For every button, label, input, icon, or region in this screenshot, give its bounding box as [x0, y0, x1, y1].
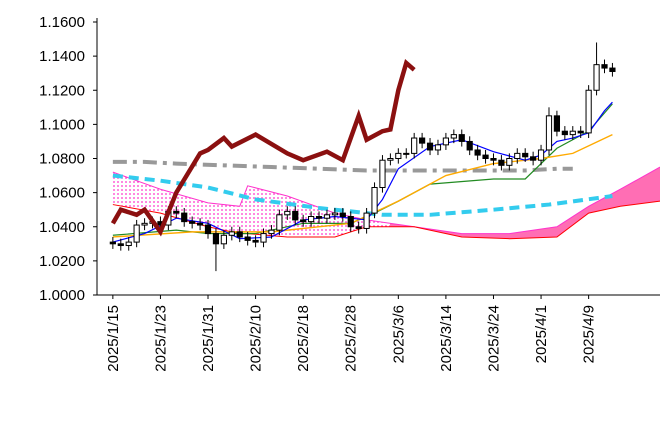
x-tick-label: 2025/1/23: [152, 305, 169, 372]
y-tick-label: 1.1600: [39, 14, 85, 31]
y-tick-label: 1.1000: [39, 116, 85, 133]
x-tick-label: 2025/2/18: [295, 305, 312, 372]
candle-body: [545, 115, 553, 151]
x-tick-label: 2025/4/9: [581, 305, 598, 363]
candle-body: [244, 236, 251, 241]
candle-body: [442, 137, 450, 146]
candle-body: [141, 222, 148, 226]
x-tick-label: 2025/2/10: [248, 305, 265, 372]
candle-body: [530, 156, 537, 161]
x-tick-label: 2025/1/31: [200, 305, 217, 372]
candle-body: [109, 241, 116, 245]
y-tick-label: 1.0200: [39, 253, 85, 270]
x-tick-label: 2025/3/6: [390, 305, 407, 363]
candle-body: [220, 234, 227, 245]
candle-body: [204, 224, 212, 235]
candle-body: [189, 221, 196, 224]
candle-body: [228, 231, 235, 236]
candle-body: [506, 158, 513, 166]
candle-body: [514, 152, 521, 160]
candle-body: [276, 214, 283, 231]
candle-body: [387, 158, 394, 161]
candle-body: [307, 216, 315, 223]
y-tick-label: 1.0000: [39, 287, 85, 304]
cloud-dotted: [112, 172, 390, 237]
y-tick-label: 1.1400: [39, 48, 85, 65]
line-series: [112, 159, 573, 173]
candle-body: [181, 212, 188, 223]
candle-body: [292, 210, 299, 221]
x-tick-label: 2025/4/1: [533, 305, 550, 363]
x-tick-label: 2025/3/14: [438, 305, 455, 372]
candle-body: [196, 222, 204, 226]
candle-body: [403, 152, 410, 155]
candle-body: [450, 134, 457, 139]
x-tick-label: 2025/2/28: [343, 305, 360, 372]
candle-body: [268, 229, 275, 235]
cloud-solid: [390, 167, 660, 239]
candle-body: [395, 152, 402, 160]
x-tick-label: 2025/3/24: [485, 305, 502, 372]
candle-body: [300, 219, 307, 223]
candle-body: [466, 140, 473, 151]
candle-body: [490, 158, 497, 161]
candle-body: [411, 137, 418, 154]
candle-body: [236, 231, 243, 238]
candle-body: [331, 212, 338, 216]
line-series: [112, 173, 613, 217]
candle-body: [315, 216, 323, 219]
y-tick-label: 1.0600: [39, 185, 85, 202]
candle-body: [577, 130, 584, 134]
candle-body: [323, 214, 331, 219]
candle-body: [482, 154, 489, 159]
y-tick-label: 1.0400: [39, 219, 85, 236]
candle-body: [553, 115, 561, 132]
candle-body: [426, 142, 434, 151]
candle-body: [561, 130, 568, 136]
candle-body: [593, 64, 600, 91]
x-tick-label: 2025/1/15: [105, 305, 122, 372]
candle-body: [379, 159, 386, 189]
candle-body: [609, 67, 616, 72]
candle-body: [601, 64, 608, 69]
candle-body: [434, 144, 442, 151]
y-tick-label: 1.1200: [39, 82, 85, 99]
candle-body: [419, 137, 426, 144]
candle-body: [173, 210, 180, 214]
y-tick-label: 1.0800: [39, 151, 85, 168]
candle-body: [117, 243, 124, 247]
candle-body: [498, 159, 505, 166]
candle-body: [569, 130, 576, 136]
candle-body: [371, 187, 378, 214]
candle-body: [522, 152, 529, 158]
candle-body: [355, 226, 362, 229]
candle-body: [347, 216, 354, 228]
candle-body: [537, 149, 545, 161]
candle-body: [125, 241, 132, 247]
candle-body: [284, 210, 291, 216]
line-series: [112, 101, 613, 243]
candle-body: [363, 212, 370, 229]
candle-body: [585, 89, 592, 134]
candle-body: [252, 239, 259, 243]
candle-body: [212, 233, 220, 245]
candle-body: [474, 149, 481, 156]
candle-body: [339, 212, 346, 218]
candle-body: [260, 233, 267, 243]
line-series: [110, 58, 416, 237]
candle-body: [458, 134, 465, 142]
candle-body: [133, 224, 140, 243]
